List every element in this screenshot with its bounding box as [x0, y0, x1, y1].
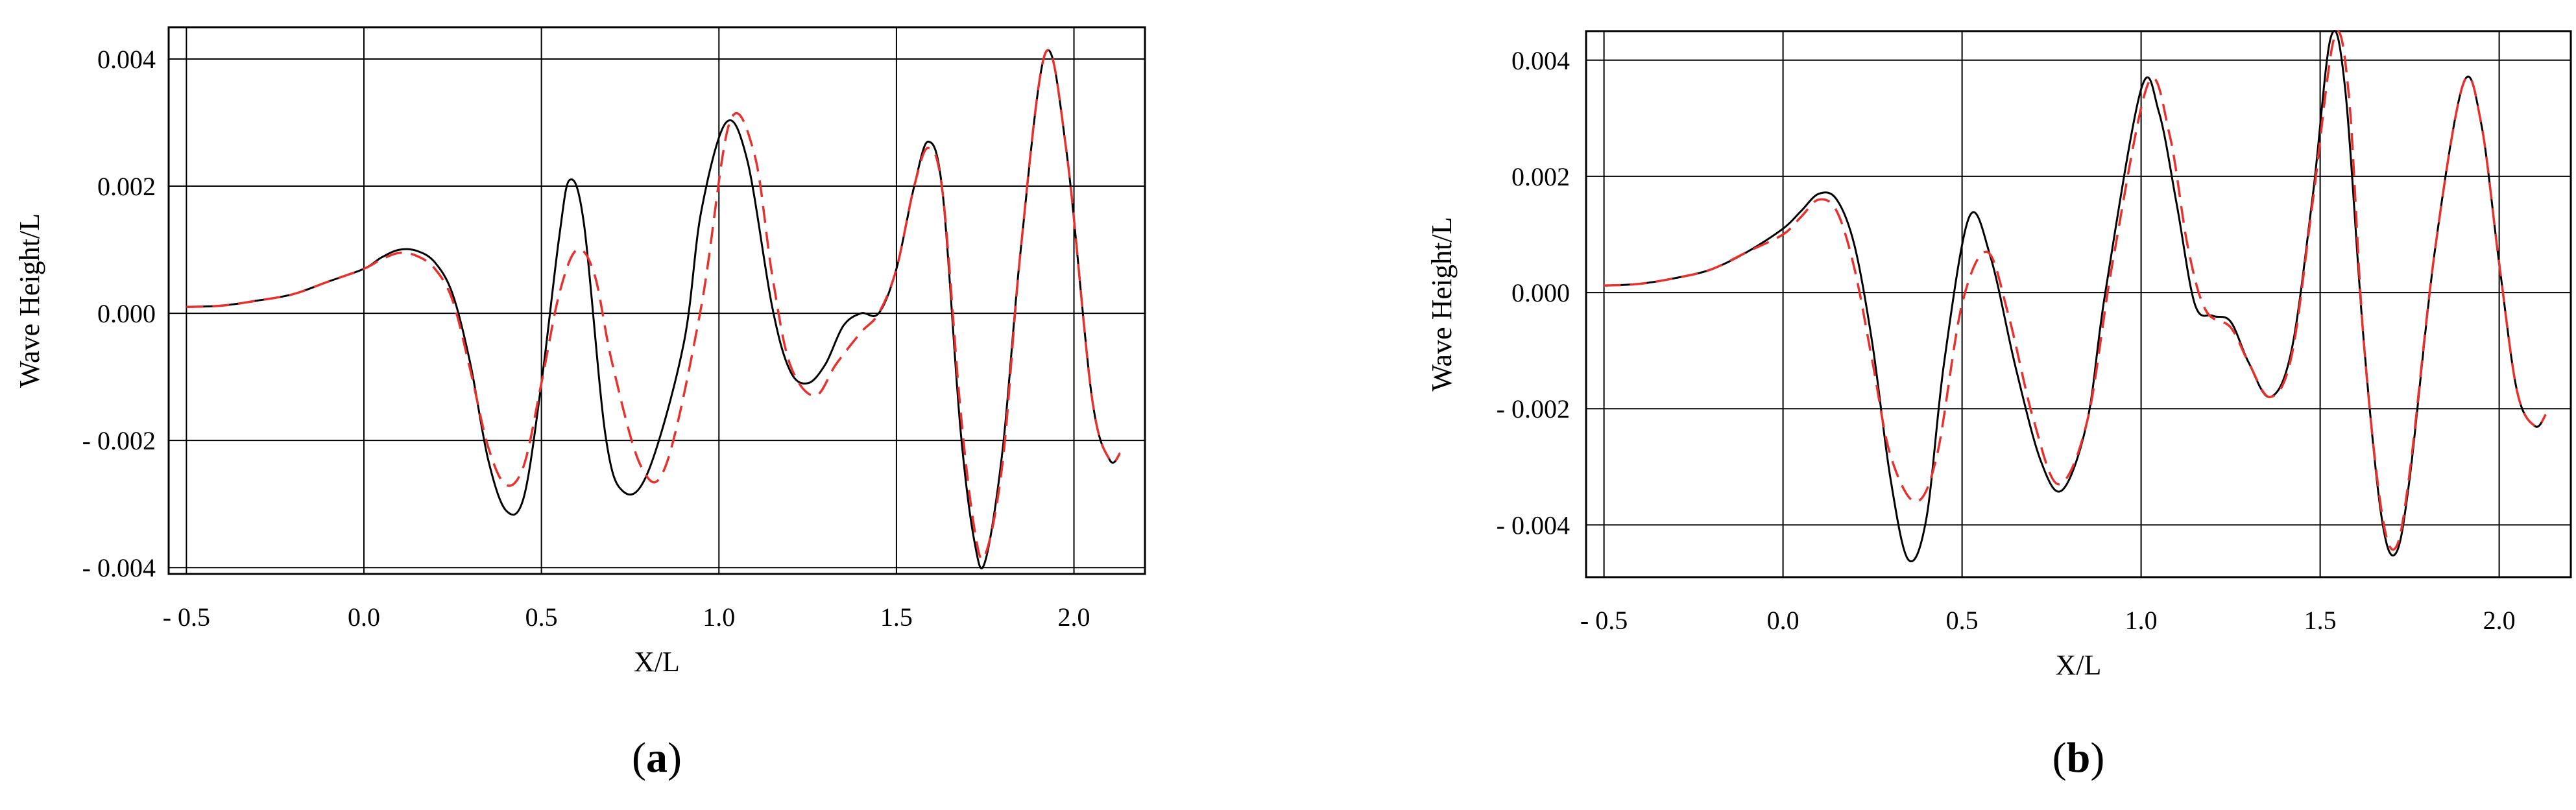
- chart-a-y-tick-label-4: 0.004: [97, 45, 156, 74]
- chart-a-panel-label: (a): [632, 734, 682, 781]
- chart-a-x-tick-label-1: 0.0: [348, 602, 380, 632]
- chart-b-x-tick-labels: - 0.5 0.0 0.5 1.0 1.5 2.0: [1580, 606, 2516, 635]
- chart-b-panel-label: (b): [2052, 734, 2105, 781]
- chart-a-grid: [169, 27, 1145, 574]
- chart-a-panel-open: (: [632, 734, 646, 781]
- chart-a-y-tick-label-3: 0.002: [97, 172, 156, 201]
- chart-a-y-tick-label-2: 0.000: [97, 299, 156, 328]
- chart-b-y-axis-label: Wave Height/L: [1426, 217, 1458, 392]
- chart-a-x-tick-labels: - 0.5 0.0 0.5 1.0 1.5 2.0: [163, 602, 1090, 632]
- chart-a-y-tick-label-0: - 0.004: [82, 553, 156, 582]
- chart-b-x-tick-label-2: 0.5: [1946, 606, 1979, 635]
- chart-panel-b: - 0.5 0.0 0.5 1.0 1.5 2.0 - 0.004 - 0.002 0.000…: [1426, 30, 2572, 781]
- chart-b-y-tick-labels: - 0.004 - 0.002 0.000 0.002 0.004: [1497, 46, 1570, 540]
- chart-b-y-tick-label-0: - 0.004: [1497, 510, 1570, 540]
- chart-b-x-tick-label-3: 1.0: [2125, 606, 2158, 635]
- chart-a-series-solid-black-line: [186, 49, 1121, 569]
- chart-a-x-tick-label-3: 1.0: [703, 602, 735, 632]
- chart-a-panel-close: ): [668, 734, 682, 781]
- chart-a-x-tick-label-4: 1.5: [880, 602, 913, 632]
- chart-b-y-tick-label-2: 0.000: [1511, 278, 1570, 307]
- chart-b-y-tick-label-4: 0.004: [1511, 46, 1570, 75]
- chart-b-panel-close: ): [2090, 734, 2104, 781]
- chart-b-x-tick-label-5: 2.0: [2483, 606, 2516, 635]
- chart-b-series-dashed-red-line: [1604, 30, 2547, 551]
- chart-b-y-tick-label-1: - 0.002: [1497, 394, 1570, 423]
- chart-b-x-tick-label-1: 0.0: [1767, 606, 1800, 635]
- chart-b-x-axis-label: X/L: [2056, 649, 2102, 681]
- chart-b-x-tick-label-4: 1.5: [2304, 606, 2337, 635]
- chart-b-x-tick-label-0: - 0.5: [1580, 606, 1628, 635]
- chart-a-plot-frame: [167, 26, 1146, 575]
- chart-b-series-group: [1604, 30, 2547, 562]
- chart-a-panel-letter: a: [646, 734, 668, 781]
- chart-b-grid: [1586, 31, 2571, 577]
- chart-b-panel-letter: b: [2067, 734, 2091, 781]
- chart-a-x-tick-label-2: 0.5: [525, 602, 558, 632]
- chart-a-y-axis-label: Wave Height/L: [14, 213, 45, 388]
- chart-a-x-tick-label-0: - 0.5: [163, 602, 210, 632]
- chart-b-y-tick-label-3: 0.002: [1511, 162, 1570, 191]
- chart-a-y-tick-labels: - 0.004 - 0.002 0.000 0.002 0.004: [82, 45, 156, 582]
- chart-a-series-dashed-red-line: [186, 49, 1122, 560]
- chart-a-x-axis-label: X/L: [634, 646, 680, 678]
- chart-panel-a: - 0.5 0.0 0.5 1.0 1.5 2.0 - 0.004 - 0.002 0.000…: [14, 26, 1146, 781]
- chart-a-series-group: [186, 49, 1122, 569]
- chart-b-plot-frame: [1585, 30, 2572, 578]
- chart-a-y-tick-label-1: - 0.002: [82, 426, 156, 455]
- chart-b-panel-open: (: [2052, 734, 2067, 781]
- chart-a-x-tick-label-5: 2.0: [1058, 602, 1090, 632]
